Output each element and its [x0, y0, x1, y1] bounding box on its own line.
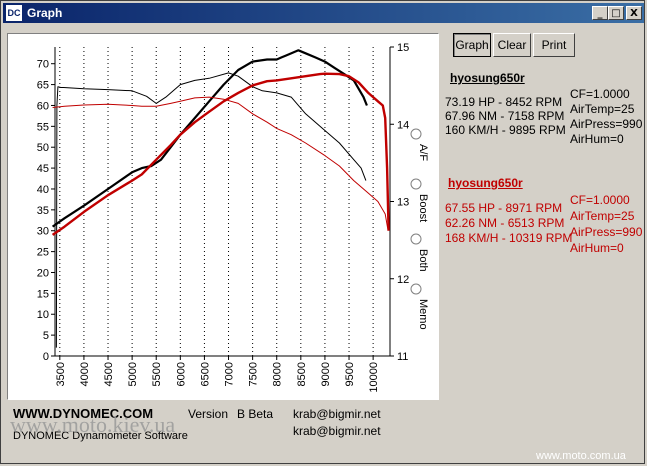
dyno-chart: 0 5 10 15 20 25 30 35 40 45 50 55 60 65 70 11 12 13 14 15 35… — [37, 42, 429, 393]
x-label-4500: 4500 — [103, 362, 115, 386]
y-left-label-45: 45 — [37, 163, 49, 175]
maximize-button[interactable]: □ — [608, 6, 624, 20]
run-1-cf: CF=1.0000 — [570, 87, 630, 101]
y-right-label-12: 12 — [397, 274, 409, 286]
y-right-label-11: 11 — [397, 351, 408, 363]
y-right-label-15: 15 — [397, 42, 409, 54]
software-label: DYNOMEC Dynamometer Software — [13, 430, 188, 442]
graph-button[interactable]: Graph — [453, 33, 491, 57]
run-2-speed: 168 KM/H - 10319 RPM — [445, 231, 573, 245]
version-value: B Beta — [237, 407, 274, 421]
radio-af[interactable] — [410, 128, 422, 140]
x-label-6000: 6000 — [175, 362, 187, 386]
series-line-3 — [51, 72, 390, 236]
close-button[interactable]: X — [626, 6, 642, 20]
run-2-hp: 67.55 HP - 8971 RPM — [445, 201, 563, 215]
chart-series — [51, 49, 390, 348]
chart-axes — [54, 47, 391, 357]
radio-memo[interactable] — [410, 283, 422, 295]
run-1-name-block: hyosung650r — [450, 71, 525, 85]
x-label-7000: 7000 — [224, 362, 236, 386]
x-label-3500: 3500 — [55, 362, 67, 386]
x-label-6500: 6500 — [199, 362, 211, 386]
x-label-9000: 9000 — [320, 362, 332, 386]
radio-label-both[interactable]: Both — [417, 249, 429, 272]
brand-label: WWW.DYNOMEC.COM — [13, 406, 154, 421]
run-1-name[interactable]: hyosung650r — [450, 71, 525, 85]
radio-boost[interactable] — [410, 178, 422, 190]
y-left-label-50: 50 — [37, 142, 49, 154]
y-left-label-20: 20 — [37, 267, 49, 279]
x-label-10000: 10000 — [368, 362, 380, 393]
run-1-conditions: CF=1.0000 AirTemp=25 AirPress=990 AirHum… — [570, 87, 642, 147]
y-left-label-15: 15 — [37, 288, 49, 300]
y-left-label-70: 70 — [37, 59, 49, 71]
x-label-8000: 8000 — [272, 362, 284, 386]
run-1-airhum: AirHum=0 — [570, 132, 624, 146]
run-1-airpress: AirPress=990 — [570, 117, 643, 131]
x-label-5500: 5500 — [151, 362, 163, 386]
client-area: 0 5 10 15 20 25 30 35 40 45 50 55 60 65 70 11 12 13 14 15 35… — [3, 25, 644, 463]
run-2-airhum: AirHum=0 — [570, 241, 624, 255]
y-left-label-25: 25 — [37, 247, 49, 259]
run-2-airpress: AirPress=990 — [570, 225, 643, 239]
series-line-1 — [51, 49, 368, 228]
run-2-name[interactable]: hyosung650r — [448, 176, 523, 190]
y-right-label-14: 14 — [397, 119, 409, 131]
run-2-stats: 67.55 HP - 8971 RPM 62.26 NM - 6513 RPM … — [445, 201, 572, 246]
y-left-label-5: 5 — [43, 330, 49, 342]
title-bar[interactable]: DC Graph _ □ X — [3, 3, 644, 23]
x-label-5000: 5000 — [127, 362, 139, 386]
radio-both[interactable] — [410, 233, 422, 245]
series-line-4 — [52, 96, 389, 231]
graph-panel: 0 5 10 15 20 25 30 35 40 45 50 55 60 65 70 11 12 13 14 15 35… — [7, 33, 439, 400]
y-left-label-30: 30 — [37, 226, 49, 238]
window-title: Graph — [27, 6, 63, 20]
y-left-label-60: 60 — [37, 100, 49, 112]
chart-options: A/F Boost Both Memo — [410, 128, 429, 330]
x-label-7500: 7500 — [248, 362, 260, 386]
y-left-label-40: 40 — [37, 184, 49, 196]
run-2-conditions: CF=1.0000 AirTemp=25 AirPress=990 AirHum… — [570, 192, 642, 256]
run-2-cf: CF=1.0000 — [570, 193, 630, 207]
clear-button[interactable]: Clear — [493, 33, 531, 57]
run-1-stats: 73.19 HP - 8452 RPM 67.96 NM - 7158 RPM … — [445, 95, 566, 137]
y-left-label-35: 35 — [37, 205, 49, 217]
radio-label-af[interactable]: A/F — [417, 144, 429, 161]
chart-ticks: 0 5 10 15 20 25 30 35 40 45 50 55 60 65 70 11 12 13 14 15 35… — [37, 42, 410, 393]
watermark-left: www.moto.kiev.ua — [10, 412, 176, 437]
minimize-button[interactable]: _ — [592, 6, 608, 20]
y-left-label-0: 0 — [43, 351, 49, 363]
y-left-label-65: 65 — [37, 80, 49, 92]
print-button[interactable]: Print — [533, 33, 575, 57]
y-left-label-55: 55 — [37, 121, 49, 133]
run-1-speed: 160 KM/H - 9895 RPM — [445, 123, 566, 137]
x-label-4000: 4000 — [79, 362, 91, 386]
run-2-name-block: hyosung650r — [448, 176, 523, 190]
radio-label-memo[interactable]: Memo — [417, 299, 429, 330]
email-2: krab@bigmir.net — [293, 424, 381, 438]
run-1-torque: 67.96 NM - 7158 RPM — [445, 109, 565, 123]
run-1-airtemp: AirTemp=25 — [570, 102, 635, 116]
x-label-8500: 8500 — [296, 362, 308, 386]
x-label-9500: 9500 — [344, 362, 356, 386]
run-1-hp: 73.19 HP - 8452 RPM — [445, 95, 563, 109]
watermark-right: www.moto.com.ua — [536, 450, 626, 462]
app-icon: DC — [6, 5, 22, 21]
email-1: krab@bigmir.net — [293, 407, 381, 421]
run-2-airtemp: AirTemp=25 — [570, 209, 635, 223]
series-line-2 — [55, 72, 367, 348]
version-label: Version — [188, 407, 229, 421]
y-right-label-13: 13 — [397, 197, 409, 209]
radio-label-boost[interactable]: Boost — [417, 194, 429, 222]
run-2-torque: 62.26 NM - 6513 RPM — [445, 216, 565, 230]
y-left-label-10: 10 — [37, 309, 49, 321]
